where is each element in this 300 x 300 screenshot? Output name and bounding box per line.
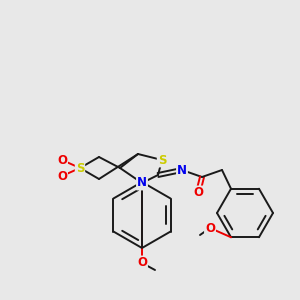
Text: O: O xyxy=(193,187,203,200)
Text: N: N xyxy=(177,164,187,176)
Text: O: O xyxy=(137,256,147,269)
Text: S: S xyxy=(158,154,166,166)
Text: S: S xyxy=(76,161,84,175)
Text: N: N xyxy=(137,176,147,190)
Text: O: O xyxy=(57,154,67,166)
Text: O: O xyxy=(57,169,67,182)
Text: O: O xyxy=(205,221,215,235)
